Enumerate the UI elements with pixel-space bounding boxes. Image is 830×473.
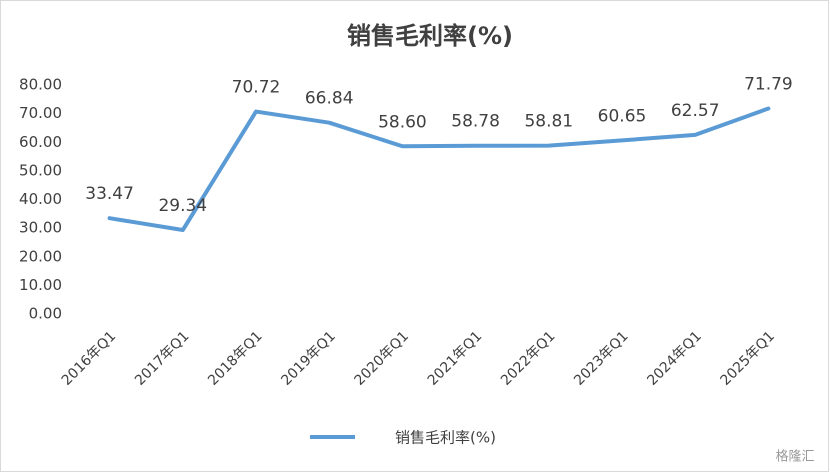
y-tick-label: 30.00 <box>19 219 62 237</box>
data-label: 58.81 <box>524 112 573 132</box>
y-tick-label: 80.00 <box>19 76 62 94</box>
y-tick-label: 50.00 <box>19 161 62 179</box>
y-tick-label: 0.00 <box>29 305 62 323</box>
data-label: 60.65 <box>598 106 647 126</box>
legend-label: 销售毛利率(%) <box>395 429 496 447</box>
data-label: 62.57 <box>671 101 720 121</box>
data-label: 66.84 <box>305 89 354 109</box>
y-tick-label: 20.00 <box>19 247 62 265</box>
data-label: 33.47 <box>85 184 134 204</box>
chart-title: 销售毛利率(%) <box>347 22 513 50</box>
y-tick-label: 70.00 <box>19 104 62 122</box>
data-label: 29.34 <box>158 196 207 216</box>
watermark: 格隆汇 <box>775 449 814 465</box>
data-label: 71.79 <box>744 75 793 95</box>
y-tick-label: 10.00 <box>19 276 62 294</box>
y-tick-label: 40.00 <box>19 190 62 208</box>
data-label: 58.78 <box>451 112 500 132</box>
y-tick-label: 60.00 <box>19 133 62 151</box>
data-label: 58.60 <box>378 112 427 132</box>
data-label: 70.72 <box>232 78 281 98</box>
series-line <box>107 106 771 233</box>
